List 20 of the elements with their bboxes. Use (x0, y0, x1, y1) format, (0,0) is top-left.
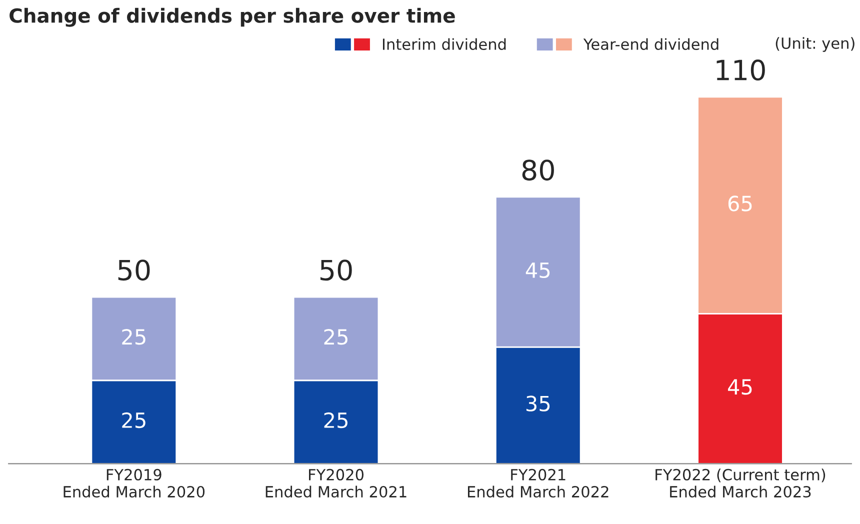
data-label: 25 (324, 328, 348, 345)
legend-label: Interim dividend (382, 38, 506, 50)
total-label: 50 (320, 260, 352, 281)
data-label: 45 (728, 379, 752, 395)
data-label: 45 (526, 262, 550, 278)
data-label: 35 (526, 396, 550, 412)
data-label: 25 (122, 328, 146, 345)
total-label: 50 (118, 260, 150, 281)
x-tick-label: FY2022 (Current term) Ended March 2023 (656, 468, 826, 498)
x-tick-label: FY2019 Ended March 2020 (64, 468, 205, 498)
x-tick-label: FY2021 Ended March 2022 (468, 468, 608, 498)
total-label: 110 (716, 60, 765, 81)
data-label: 65 (728, 196, 752, 212)
total-label: 80 (522, 160, 554, 181)
legend-label: Year-end dividend (583, 38, 718, 50)
data-label: 25 (324, 412, 348, 428)
x-tick-label: FY2020 Ended March 2021 (266, 468, 406, 498)
data-label: 25 (122, 412, 146, 428)
chart-title: Change of dividends per share over time (10, 8, 455, 27)
text: (Unit: yen) (776, 37, 854, 52)
